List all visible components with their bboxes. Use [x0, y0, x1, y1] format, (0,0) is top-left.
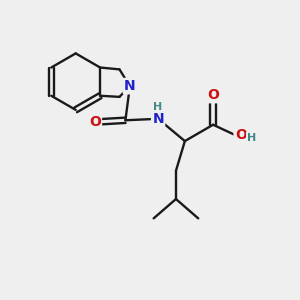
Text: O: O — [235, 128, 247, 142]
Text: N: N — [152, 112, 164, 126]
Text: H: H — [247, 133, 256, 142]
Text: N: N — [124, 79, 136, 93]
Text: O: O — [207, 88, 219, 102]
Text: H: H — [154, 103, 163, 112]
Text: O: O — [89, 115, 101, 129]
